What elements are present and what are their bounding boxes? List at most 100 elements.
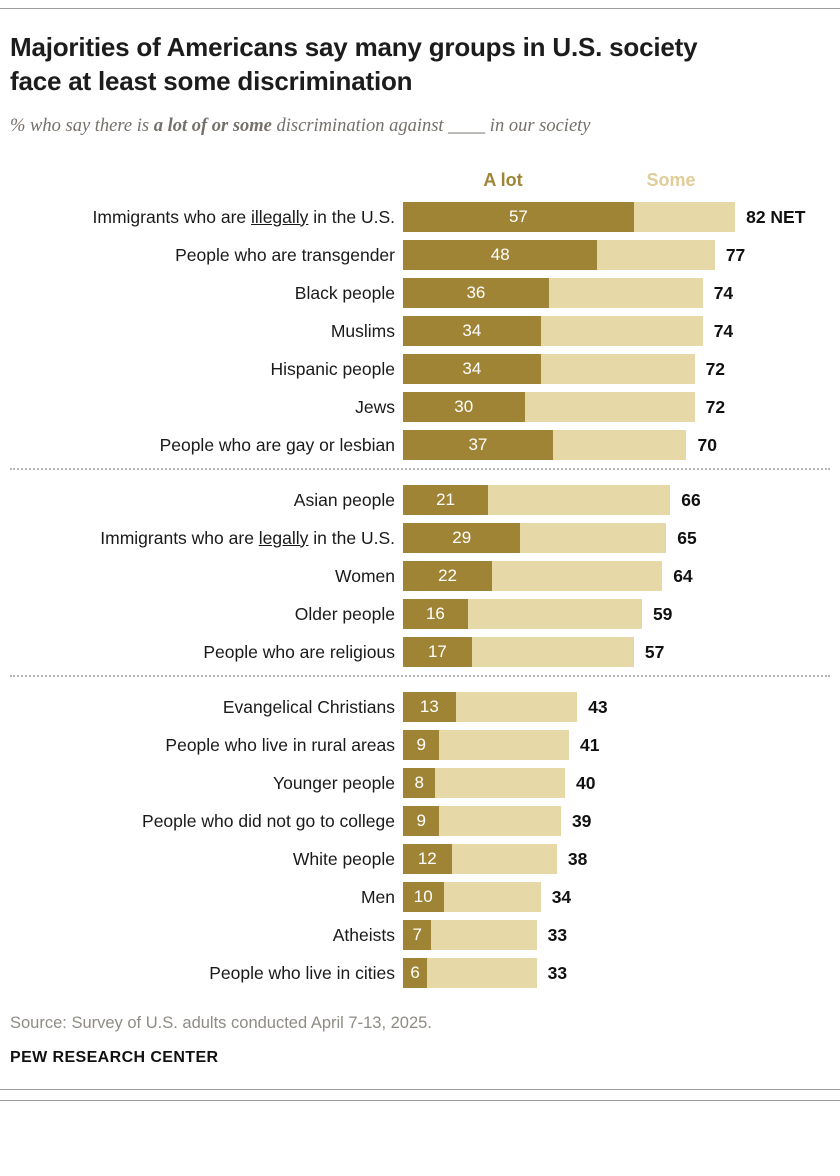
category-label: Evangelical Christians bbox=[10, 697, 395, 718]
a-lot-segment: 10 bbox=[403, 882, 444, 913]
a-lot-segment: 21 bbox=[403, 485, 489, 516]
page-title: Majorities of Americans say many groups … bbox=[10, 32, 698, 96]
some-segment bbox=[488, 485, 671, 516]
stacked-bar: 34 bbox=[403, 316, 703, 347]
net-value: 74 bbox=[713, 320, 734, 341]
net-value: 38 bbox=[567, 848, 588, 869]
some-segment bbox=[451, 844, 557, 875]
some-segment bbox=[540, 354, 695, 385]
a-lot-segment: 9 bbox=[403, 730, 440, 761]
stacked-bar: 22 bbox=[403, 561, 663, 592]
some-segment bbox=[467, 599, 642, 630]
a-lot-segment: 48 bbox=[403, 240, 598, 271]
stacked-bar: 9 bbox=[403, 806, 561, 837]
bar-row: Hispanic people 34 72 bbox=[10, 354, 830, 385]
group-divider bbox=[10, 675, 830, 678]
category-label-text: in the U.S. bbox=[308, 527, 395, 548]
chart-legend: A lot Some bbox=[403, 170, 830, 192]
a-lot-segment: 22 bbox=[403, 561, 493, 592]
category-label: Hispanic people bbox=[10, 359, 395, 380]
category-label-text: Jews bbox=[355, 396, 395, 417]
net-value: 59 bbox=[652, 603, 673, 624]
category-label-text: People who are transgender bbox=[175, 244, 395, 265]
some-segment bbox=[492, 561, 663, 592]
bar-row: Evangelical Christians 13 43 bbox=[10, 692, 830, 723]
a-lot-segment: 30 bbox=[403, 392, 525, 423]
category-label-text: Older people bbox=[294, 603, 395, 624]
category-label-text: People who are religious bbox=[203, 641, 395, 662]
category-label-text: Immigrants who are bbox=[92, 206, 252, 227]
category-label: People who live in rural areas bbox=[10, 735, 395, 756]
category-label-text: White people bbox=[292, 848, 395, 869]
a-lot-segment: 13 bbox=[403, 692, 456, 723]
category-label: Younger people bbox=[10, 773, 395, 794]
stacked-bar: 6 bbox=[403, 958, 537, 989]
net-value: 82 NET bbox=[746, 206, 806, 227]
net-value: 72 bbox=[705, 358, 726, 379]
category-label: Jews bbox=[10, 397, 395, 418]
stacked-bar: 36 bbox=[403, 278, 703, 309]
category-label-text: Men bbox=[360, 886, 395, 907]
category-label: Asian people bbox=[10, 490, 395, 511]
bar-row: Muslims 34 74 bbox=[10, 316, 830, 347]
brand-label: PEW RESEARCH CENTER bbox=[10, 1049, 219, 1067]
some-segment bbox=[520, 523, 667, 554]
chart-subtitle: % who say there is a lot of or some disc… bbox=[10, 113, 655, 141]
a-lot-segment: 6 bbox=[403, 958, 428, 989]
top-rule bbox=[0, 8, 840, 9]
a-lot-segment: 57 bbox=[403, 202, 634, 233]
some-segment bbox=[439, 806, 561, 837]
chart-rows: Immigrants who are illegally in the U.S.… bbox=[10, 202, 830, 989]
stacked-bar: 48 bbox=[403, 240, 715, 271]
a-lot-segment: 9 bbox=[403, 806, 440, 837]
subtitle-pre: % who say there is bbox=[10, 115, 154, 136]
stacked-bar: 30 bbox=[403, 392, 695, 423]
net-value: 40 bbox=[575, 772, 596, 793]
category-label: People who did not go to college bbox=[10, 811, 395, 832]
stacked-bar: 21 bbox=[403, 485, 671, 516]
a-lot-segment: 29 bbox=[403, 523, 521, 554]
a-lot-segment: 37 bbox=[403, 430, 553, 461]
category-label: Black people bbox=[10, 283, 395, 304]
bar-row: Older people 16 59 bbox=[10, 599, 830, 630]
a-lot-segment: 34 bbox=[403, 354, 541, 385]
net-value: 74 bbox=[713, 282, 734, 303]
net-value: 70 bbox=[697, 434, 717, 455]
net-value: 33 bbox=[547, 924, 568, 945]
category-label: Older people bbox=[10, 604, 395, 625]
bar-row: People who are gay or lesbian 37 70 bbox=[10, 430, 830, 461]
some-segment bbox=[431, 920, 537, 951]
bar-row: People who live in rural areas 9 41 bbox=[10, 730, 830, 761]
source-note: Source: Survey of U.S. adults conducted … bbox=[10, 1014, 432, 1033]
stacked-bar: 34 bbox=[403, 354, 695, 385]
bottom-rule-2 bbox=[0, 1100, 840, 1102]
a-lot-segment: 34 bbox=[403, 316, 541, 347]
category-label-text: Hispanic people bbox=[270, 358, 395, 379]
group-divider bbox=[10, 468, 830, 471]
category-label: People who are transgender bbox=[10, 245, 395, 266]
legend-some-label: Some bbox=[646, 170, 696, 191]
bar-row: Men 10 34 bbox=[10, 882, 830, 913]
some-segment bbox=[427, 958, 537, 989]
page: Majorities of Americans say many groups … bbox=[0, 31, 840, 1067]
bar-row: Jews 30 72 bbox=[10, 392, 830, 423]
stacked-bar: 7 bbox=[403, 920, 537, 951]
stacked-bar: 12 bbox=[403, 844, 557, 875]
net-value: 34 bbox=[551, 886, 572, 907]
subtitle-bold: a lot of or some bbox=[153, 115, 272, 136]
some-segment bbox=[443, 882, 541, 913]
category-label-text: Evangelical Christians bbox=[222, 696, 395, 717]
some-segment bbox=[552, 430, 687, 461]
category-label-text: Younger people bbox=[273, 772, 395, 793]
bar-row: Immigrants who are illegally in the U.S.… bbox=[10, 202, 830, 233]
a-lot-segment: 7 bbox=[403, 920, 432, 951]
bar-row: People who live in cities 6 33 bbox=[10, 958, 830, 989]
category-label-text: People who are gay or lesbian bbox=[159, 434, 395, 455]
bar-row: People who are transgender 48 77 bbox=[10, 240, 830, 271]
net-value: 65 bbox=[677, 527, 697, 548]
stacked-bar: 29 bbox=[403, 523, 667, 554]
bar-row: Women 22 64 bbox=[10, 561, 830, 592]
bar-row: People who are religious 17 57 bbox=[10, 637, 830, 668]
stacked-bar: 13 bbox=[403, 692, 578, 723]
stacked-bar: 9 bbox=[403, 730, 570, 761]
